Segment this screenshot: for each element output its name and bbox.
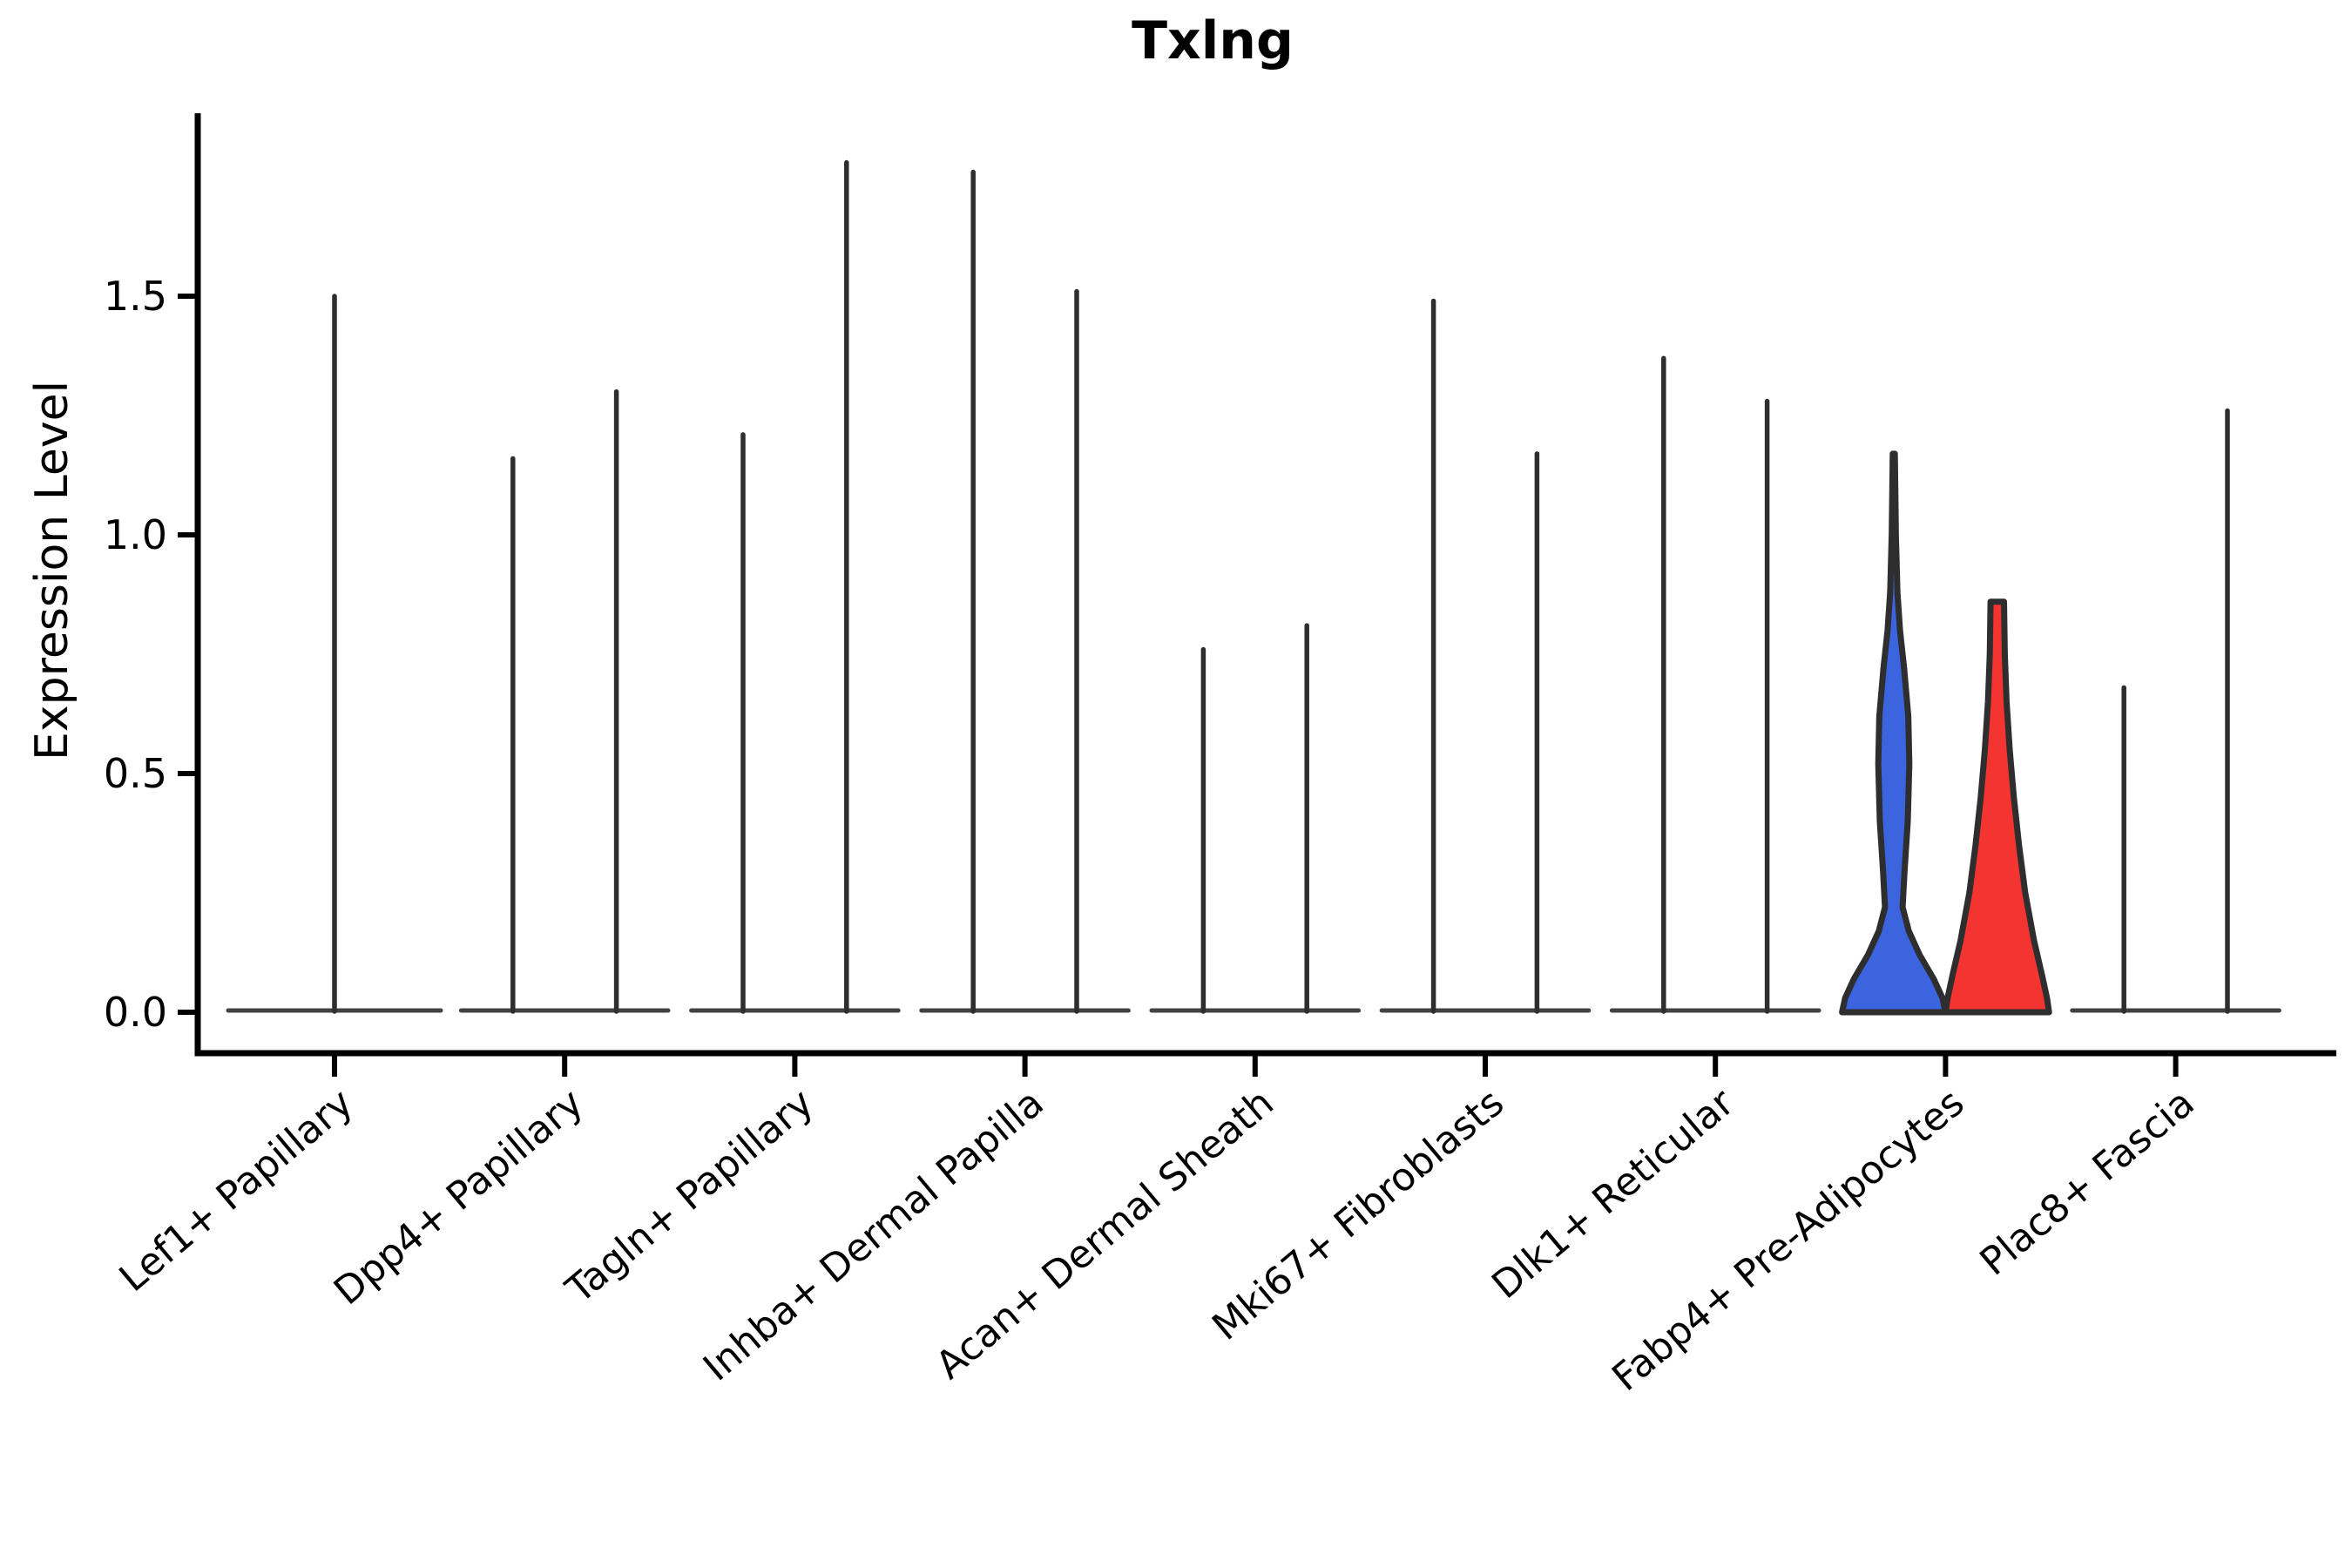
x-category-label: Tagln+ Papillary (558, 1080, 822, 1312)
y-tick-label: 1.0 (104, 511, 167, 558)
violin-shape (1942, 598, 2052, 1016)
x-category-label: Plac8+ Fascia (1972, 1080, 2203, 1284)
chart-title: Txlng (1132, 10, 1294, 71)
y-axis-title: Expression Level (26, 380, 78, 761)
y-tick-label: 0.5 (104, 750, 167, 797)
y-tick-label: 1.5 (104, 273, 167, 320)
x-category-label: Dlk1+ Reticular (1484, 1080, 1743, 1308)
x-category-label: Lef1+ Papillary (112, 1080, 362, 1301)
x-category-label: Dpp4+ Papillary (326, 1080, 591, 1314)
y-tick-label: 0.0 (104, 989, 167, 1036)
violin-shape (1839, 450, 1949, 1016)
